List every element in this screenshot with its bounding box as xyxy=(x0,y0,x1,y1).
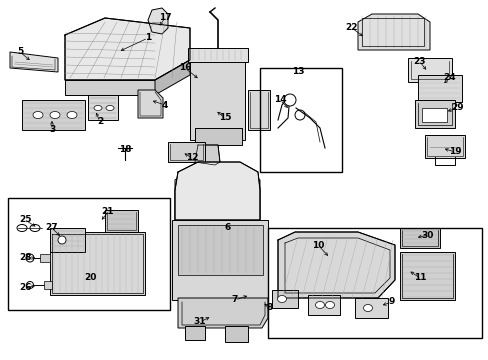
Text: 16: 16 xyxy=(179,63,191,72)
Ellipse shape xyxy=(17,225,27,231)
Ellipse shape xyxy=(33,112,43,118)
Polygon shape xyxy=(190,55,244,140)
Text: 13: 13 xyxy=(291,68,304,77)
Text: 10: 10 xyxy=(311,240,324,249)
Polygon shape xyxy=(155,60,190,95)
Text: 31: 31 xyxy=(193,318,206,327)
Polygon shape xyxy=(407,58,451,82)
Polygon shape xyxy=(178,298,267,328)
Text: 24: 24 xyxy=(443,73,455,82)
Ellipse shape xyxy=(284,94,295,106)
Polygon shape xyxy=(354,298,387,318)
Ellipse shape xyxy=(315,302,324,309)
Polygon shape xyxy=(138,90,163,118)
Bar xyxy=(267,228,481,338)
Text: 20: 20 xyxy=(83,274,96,283)
Text: 27: 27 xyxy=(45,224,58,233)
Polygon shape xyxy=(307,295,339,315)
Text: 19: 19 xyxy=(448,148,460,157)
Polygon shape xyxy=(278,232,394,298)
Polygon shape xyxy=(271,290,297,308)
Polygon shape xyxy=(10,52,58,72)
Text: 1: 1 xyxy=(144,33,151,42)
Ellipse shape xyxy=(67,112,77,118)
Text: 23: 23 xyxy=(413,58,426,67)
Bar xyxy=(361,18,423,46)
Bar xyxy=(421,108,446,122)
Bar xyxy=(260,68,341,172)
Polygon shape xyxy=(195,145,220,165)
Polygon shape xyxy=(424,135,464,158)
Polygon shape xyxy=(175,162,260,220)
Bar xyxy=(40,254,50,262)
Text: 15: 15 xyxy=(218,113,231,122)
Text: 25: 25 xyxy=(19,216,31,225)
Text: 12: 12 xyxy=(185,153,198,162)
Text: 17: 17 xyxy=(159,13,171,22)
Polygon shape xyxy=(414,100,454,128)
Polygon shape xyxy=(105,210,138,232)
Polygon shape xyxy=(148,8,168,34)
Text: 5: 5 xyxy=(17,48,23,57)
Polygon shape xyxy=(247,90,269,130)
Text: 9: 9 xyxy=(388,297,394,306)
Polygon shape xyxy=(172,220,267,300)
Polygon shape xyxy=(187,48,247,62)
Ellipse shape xyxy=(30,225,40,231)
Bar xyxy=(178,225,263,275)
Text: 30: 30 xyxy=(421,230,433,239)
Text: 28: 28 xyxy=(19,253,31,262)
Text: 21: 21 xyxy=(102,207,114,216)
Polygon shape xyxy=(224,326,247,342)
Ellipse shape xyxy=(363,305,372,311)
Polygon shape xyxy=(175,172,260,220)
Text: 11: 11 xyxy=(413,274,426,283)
Polygon shape xyxy=(168,142,204,162)
Polygon shape xyxy=(50,232,145,295)
Ellipse shape xyxy=(26,282,34,288)
Text: 18: 18 xyxy=(119,145,131,154)
Bar xyxy=(8,198,170,310)
Text: 22: 22 xyxy=(345,23,358,32)
Bar xyxy=(44,281,52,289)
Polygon shape xyxy=(417,75,461,102)
Ellipse shape xyxy=(325,302,334,309)
Text: 29: 29 xyxy=(451,104,464,112)
Ellipse shape xyxy=(50,112,60,118)
Polygon shape xyxy=(399,228,439,248)
Polygon shape xyxy=(65,80,155,95)
Polygon shape xyxy=(50,228,85,252)
Text: 26: 26 xyxy=(19,284,31,292)
Text: 4: 4 xyxy=(162,100,168,109)
Ellipse shape xyxy=(106,105,114,111)
Text: 7: 7 xyxy=(231,296,238,305)
Polygon shape xyxy=(399,252,454,300)
Text: 6: 6 xyxy=(224,224,231,233)
Ellipse shape xyxy=(26,254,34,262)
Ellipse shape xyxy=(277,296,286,302)
Polygon shape xyxy=(357,14,429,50)
Polygon shape xyxy=(184,326,204,340)
Polygon shape xyxy=(195,128,242,145)
Ellipse shape xyxy=(94,105,102,111)
Text: 3: 3 xyxy=(49,126,55,135)
Ellipse shape xyxy=(294,110,305,120)
Text: 2: 2 xyxy=(97,117,103,126)
Text: 8: 8 xyxy=(266,303,273,312)
Polygon shape xyxy=(65,18,190,80)
Text: 14: 14 xyxy=(273,95,286,104)
Polygon shape xyxy=(88,95,118,120)
Ellipse shape xyxy=(58,236,66,244)
Polygon shape xyxy=(22,100,85,130)
